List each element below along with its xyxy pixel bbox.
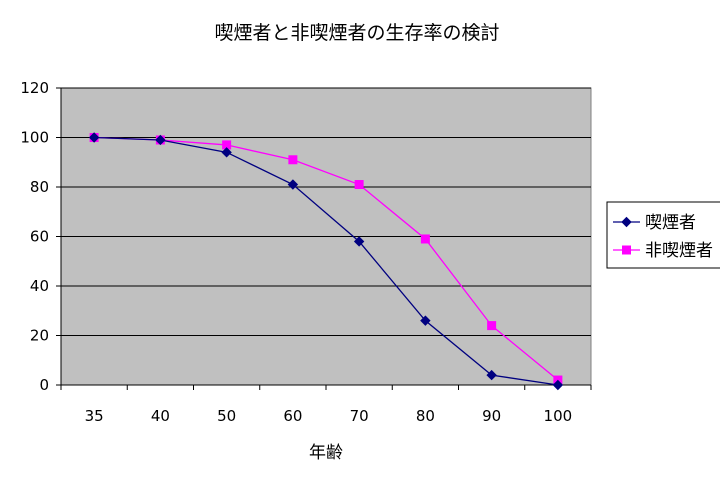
legend-box	[606, 201, 720, 269]
x-axis-ticks: 35 40 50 60 70 80 90 100	[60, 384, 592, 425]
x-tick-label: 70	[350, 407, 369, 425]
data-point	[420, 315, 431, 326]
x-tick-label: 100	[544, 407, 573, 425]
x-tick-label: 40	[151, 407, 170, 425]
data-point	[420, 234, 430, 244]
data-point	[287, 179, 299, 190]
x-tick-label: 80	[416, 407, 435, 425]
data-point	[487, 321, 497, 331]
y-tick-label: 60	[30, 228, 49, 246]
data-point	[354, 180, 364, 190]
legend-label: 非喫煙者	[645, 241, 713, 261]
y-axis-ticks: 0 20 40 60 80 100 120	[20, 79, 62, 394]
data-point	[221, 147, 232, 158]
x-tick-label: 60	[283, 407, 302, 425]
data-point	[486, 369, 497, 381]
series-line	[94, 136, 558, 386]
y-tick-label: 80	[30, 178, 49, 196]
data-point	[155, 134, 166, 146]
chart-title: 喫煙者と非喫煙者の生存率の検討	[214, 22, 499, 44]
x-axis-label: 年齢	[309, 443, 343, 463]
y-tick-label: 20	[30, 327, 49, 345]
legend-label: 喫煙者	[645, 213, 696, 233]
x-tick-label: 35	[85, 407, 104, 425]
data-point	[88, 132, 100, 143]
x-tick-label: 50	[217, 407, 236, 425]
y-tick-label: 40	[30, 277, 49, 295]
series-layer	[88, 132, 564, 391]
data-point	[353, 236, 365, 247]
legend-marker	[621, 216, 632, 228]
y-tick-label: 120	[20, 79, 49, 97]
data-point	[288, 155, 298, 165]
series-1	[88, 132, 564, 391]
x-tick-label: 90	[482, 407, 501, 425]
data-point	[552, 379, 564, 391]
series-line	[94, 136, 559, 381]
y-tick-label: 0	[39, 376, 49, 394]
legend-marker	[622, 245, 631, 255]
y-tick-label: 100	[20, 129, 49, 147]
